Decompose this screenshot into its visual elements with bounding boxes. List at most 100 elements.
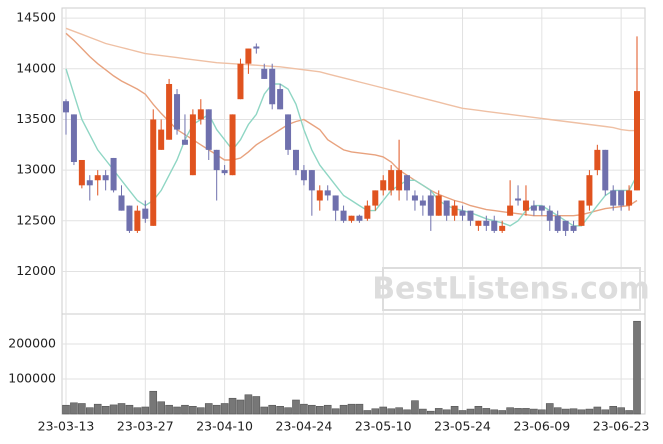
volume-bar (268, 404, 276, 415)
volume-bar (149, 390, 158, 415)
candle-body (419, 200, 426, 206)
volume-bar (339, 404, 348, 415)
candle-body (546, 210, 553, 221)
candle-body (229, 114, 236, 176)
candle-body (459, 210, 466, 216)
volume-bar (363, 410, 372, 415)
volume-bar (70, 402, 78, 415)
volume-bar (427, 410, 435, 415)
candle-body (189, 114, 196, 176)
volume-bar (117, 403, 126, 415)
candle-body (507, 205, 514, 216)
x-tick-label: 23-05-10 (355, 419, 412, 434)
volume-bar (109, 404, 118, 415)
y-tick-label: 12000 (16, 263, 56, 278)
candle-body (594, 149, 601, 171)
volume-bar (474, 405, 483, 415)
volume-bar (371, 408, 380, 415)
candle-body (388, 170, 395, 191)
volume-bar (538, 409, 546, 415)
volume-bar (93, 403, 102, 415)
candle-body (356, 215, 363, 221)
candle-body (475, 220, 482, 226)
y-tick-label: 13500 (16, 111, 56, 126)
candle-body (427, 195, 434, 216)
volume-bar (442, 409, 451, 415)
candle-body (94, 175, 101, 181)
candle-body (213, 149, 220, 171)
candle-body (522, 200, 529, 211)
candle-body (292, 149, 299, 171)
volume-bar (141, 406, 150, 415)
volume-bar (514, 408, 522, 415)
candle-body (364, 205, 371, 219)
candle-body (110, 157, 117, 191)
candle-body (63, 101, 69, 113)
candle-body (78, 159, 85, 186)
candle-body (261, 68, 268, 79)
candle-body (451, 205, 458, 216)
volume-bar (125, 404, 134, 415)
volume-bar (395, 407, 403, 415)
candle-body (205, 109, 212, 150)
candle-body (332, 195, 339, 211)
candle-body (174, 94, 181, 130)
moving-average-line (65, 27, 637, 132)
volume-bar (323, 404, 332, 415)
candle-body (372, 190, 379, 206)
candle-body (253, 46, 260, 49)
volume-bar (347, 403, 356, 415)
candle-body (277, 89, 284, 110)
y-tick-label: 13000 (16, 162, 56, 177)
candle-body (404, 175, 411, 191)
volume-bar (387, 408, 395, 415)
candle-body (221, 170, 228, 174)
candle-body (269, 68, 276, 105)
candle-body (340, 210, 347, 221)
x-tick-label: 23-04-24 (276, 419, 333, 434)
candle-body (411, 195, 418, 201)
volume-bar (315, 405, 324, 415)
volume-bar (308, 404, 316, 415)
volume-bar (197, 407, 205, 415)
volume-bar (189, 405, 197, 415)
candle-body (70, 114, 77, 163)
volume-bar (260, 406, 269, 415)
candle-body (158, 129, 165, 150)
volume-bar (379, 406, 388, 415)
volume-bar (482, 408, 491, 415)
volume-bar (228, 397, 237, 415)
candle-body (570, 225, 577, 231)
volume-bar (300, 403, 308, 415)
y-tick-label: 100000 (8, 371, 56, 386)
x-tick-label: 23-03-27 (117, 419, 174, 434)
candle-body (285, 114, 292, 150)
volume-bar (625, 410, 633, 415)
volume-bar (292, 399, 300, 415)
volume-bar (78, 403, 86, 415)
watermark: BestListens.com (372, 272, 650, 307)
candle-body (626, 190, 633, 206)
candle-body (578, 200, 585, 226)
candle-body (316, 190, 323, 201)
candle-body (435, 195, 442, 216)
candle-body (324, 190, 331, 196)
candle-body (530, 205, 537, 211)
candle-body (586, 175, 593, 206)
volume-bar (411, 400, 419, 415)
candle-body (443, 200, 450, 216)
volume-bar (617, 407, 625, 415)
volume-bar (593, 406, 602, 415)
volume-bar (220, 403, 229, 415)
candle-body (467, 210, 474, 221)
y-tick-label: 12500 (16, 212, 56, 227)
candle-body (126, 205, 133, 231)
volume-bar (561, 408, 570, 415)
volume-bar (633, 320, 641, 415)
x-tick-label: 23-04-10 (196, 419, 253, 434)
volume-bar (252, 396, 261, 415)
candle-body (602, 149, 609, 191)
volume-bar (577, 409, 586, 415)
y-tick-label: 14500 (16, 10, 56, 25)
watermark-box (382, 267, 641, 311)
